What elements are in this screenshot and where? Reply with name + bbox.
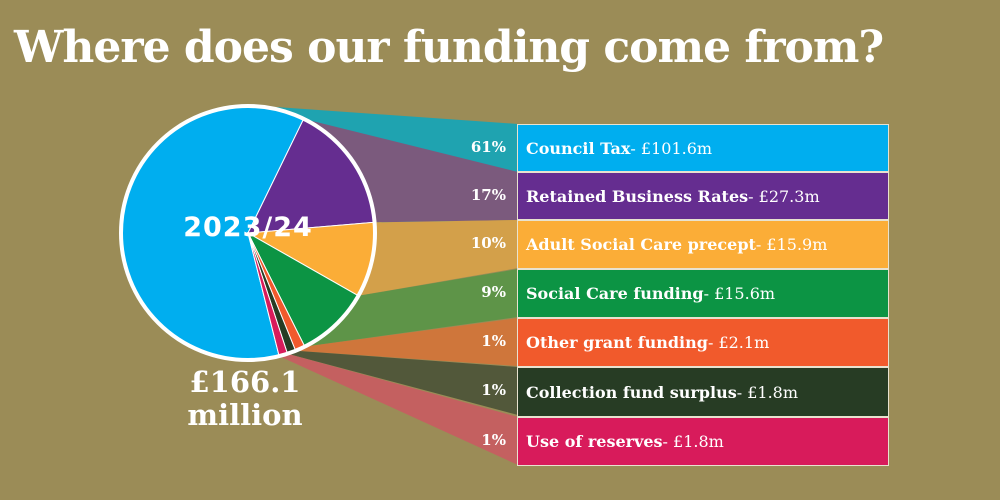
legend-label: Council Tax (526, 138, 631, 158)
legend-amount: - £27.3m (748, 186, 820, 206)
legend-amount: - £2.1m (707, 333, 770, 352)
percentage-label: 1% (481, 381, 506, 399)
percentage-label: 9% (481, 283, 506, 301)
legend-label: Use of reserves (526, 432, 663, 451)
connector-band (295, 318, 518, 366)
total-value: £166.1 (189, 365, 301, 399)
connector-band (358, 220, 518, 296)
legend-label: Adult Social Care precept (526, 235, 756, 254)
legend-row: Other grant funding - £2.1m (517, 318, 889, 367)
percentage-label: 1% (481, 431, 506, 449)
legend-label: Collection fund surplus (526, 382, 737, 402)
pie-slices (120, 105, 376, 361)
page-title: Where does our funding come from? (14, 22, 884, 73)
legend-amount: - £101.6m (630, 138, 713, 158)
connector-band (287, 350, 518, 415)
legend-row: Council Tax - £101.6m (517, 124, 889, 172)
legend-amount: - £15.9m (755, 235, 828, 254)
legend-row: Retained Business Rates - £27.3m (517, 172, 889, 220)
legend-amount: - £1.8m (736, 382, 799, 402)
legend-label: Retained Business Rates (526, 186, 749, 206)
connector-band (279, 353, 518, 465)
pie-year-label: 2023/24 (183, 212, 313, 243)
legend-row: Social Care funding - £15.6m (517, 269, 889, 318)
percentage-label: 17% (470, 186, 506, 204)
total-amount: £166.1 million (160, 366, 330, 432)
legend-row: Use of reserves - £1.8m (517, 417, 889, 466)
legend-row: Adult Social Care precept - £15.9m (517, 220, 889, 269)
legend-row: Collection fund surplus - £1.8m (517, 367, 889, 417)
percentage-label: 1% (481, 332, 506, 350)
legend-amount: - £15.6m (703, 284, 776, 303)
legend-amount: - £1.8m (662, 432, 724, 451)
legend-label: Social Care funding (526, 284, 704, 303)
legend-label: Other grant funding (526, 333, 708, 352)
pie-outline (119, 104, 377, 362)
connector-band (304, 269, 518, 347)
percentage-label: 61% (470, 138, 506, 156)
percentage-label: 10% (470, 234, 506, 252)
total-unit: million (187, 398, 303, 432)
